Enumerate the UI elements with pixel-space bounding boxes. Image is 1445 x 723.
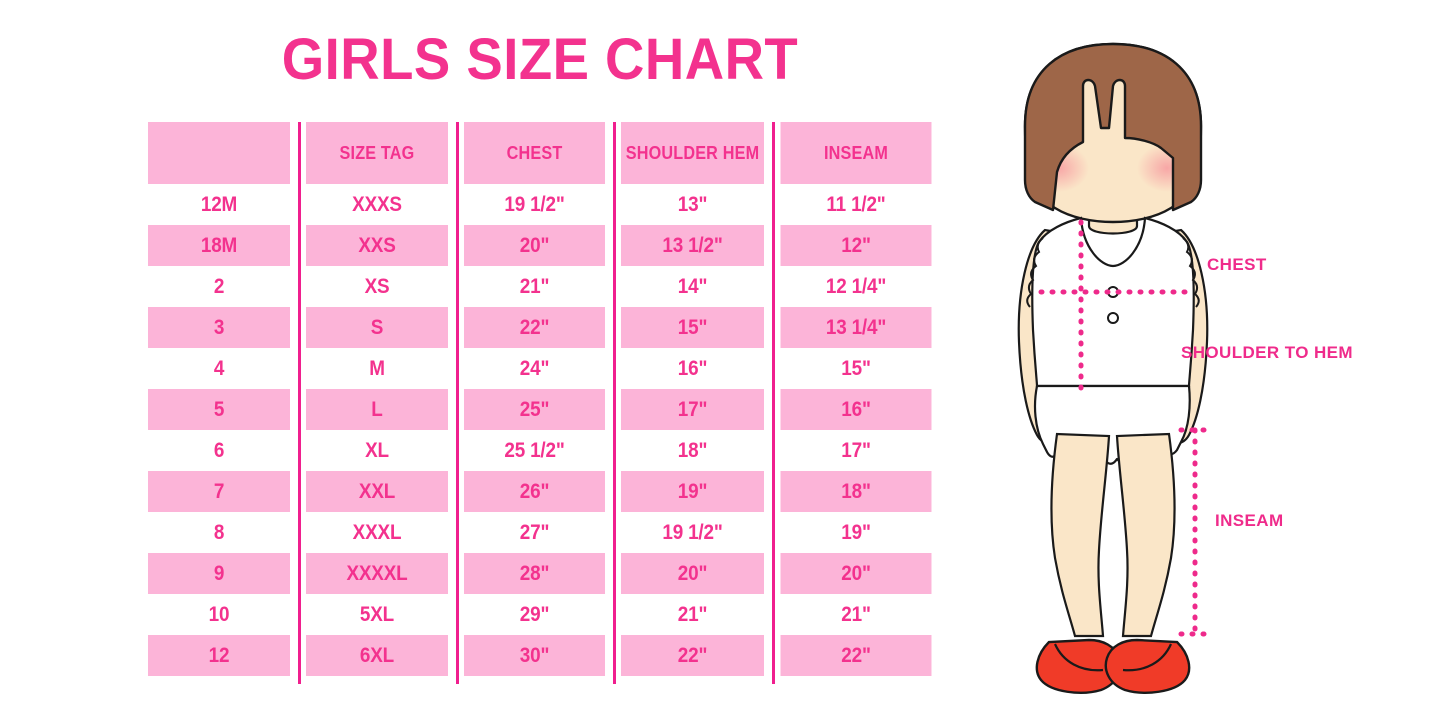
column-header-shoulder-hem: SHOULDER HEM bbox=[620, 122, 765, 184]
column-header-size-tag: SIZE TAG bbox=[305, 122, 449, 184]
table-header-row: SIZE TAG CHEST SHOULDER HEM INSEAM bbox=[140, 122, 940, 184]
table-row: 4 M 24" 16" 15" bbox=[140, 348, 940, 389]
cell-inseam: 19" bbox=[780, 512, 932, 553]
table-row: 6 XL 25 1/2" 18" 17" bbox=[140, 430, 940, 471]
table-header: SIZE TAG CHEST SHOULDER HEM INSEAM bbox=[140, 122, 940, 184]
cell-age: 4 bbox=[147, 348, 291, 389]
cell-shoulder-hem: 17" bbox=[620, 389, 765, 430]
cell-inseam: 21" bbox=[780, 594, 932, 635]
cell-age: 6 bbox=[147, 430, 291, 471]
column-divider-3 bbox=[613, 122, 616, 684]
cell-chest: 21" bbox=[463, 266, 606, 307]
cell-chest: 20" bbox=[463, 225, 606, 266]
cell-size-tag: S bbox=[305, 307, 449, 348]
column-header-chest: CHEST bbox=[463, 122, 606, 184]
cell-size-tag: L bbox=[305, 389, 449, 430]
cell-size-tag: XXXXL bbox=[305, 553, 449, 594]
cell-inseam: 15" bbox=[780, 348, 932, 389]
measurement-guides bbox=[1038, 219, 1212, 637]
cell-shoulder-hem: 15" bbox=[620, 307, 765, 348]
cell-chest: 27" bbox=[463, 512, 606, 553]
cell-age: 8 bbox=[147, 512, 291, 553]
cell-size-tag: 6XL bbox=[305, 635, 449, 676]
page-title: GIRLS SIZE CHART bbox=[281, 27, 799, 92]
cell-chest: 26" bbox=[463, 471, 606, 512]
table-row: 2 XS 21" 14" 12 1/4" bbox=[140, 266, 940, 307]
cell-chest: 19 1/2" bbox=[463, 184, 606, 225]
table-row: 12 6XL 30" 22" 22" bbox=[140, 635, 940, 676]
column-header-age bbox=[147, 122, 291, 184]
cell-size-tag: XXS bbox=[305, 225, 449, 266]
cell-shoulder-hem: 18" bbox=[620, 430, 765, 471]
cell-inseam: 12" bbox=[780, 225, 932, 266]
button-bottom bbox=[1107, 312, 1119, 324]
cell-size-tag: M bbox=[305, 348, 449, 389]
column-divider-2 bbox=[456, 122, 459, 684]
head bbox=[1023, 42, 1203, 224]
cell-age: 12 bbox=[147, 635, 291, 676]
label-shoulder-to-hem: SHOULDER TO HEM bbox=[1181, 343, 1353, 362]
cell-inseam: 13 1/4" bbox=[780, 307, 932, 348]
cell-chest: 25 1/2" bbox=[463, 430, 606, 471]
girl-figure-svg bbox=[1017, 42, 1212, 694]
cell-shoulder-hem: 16" bbox=[620, 348, 765, 389]
cell-shoulder-hem: 13" bbox=[620, 184, 765, 225]
cell-age: 10 bbox=[147, 594, 291, 635]
hair bbox=[1023, 42, 1203, 212]
shoes bbox=[1035, 638, 1191, 694]
table-row: 12M XXXS 19 1/2" 13" 11 1/2" bbox=[140, 184, 940, 225]
column-divider-1 bbox=[298, 122, 301, 684]
cell-size-tag: XL bbox=[305, 430, 449, 471]
legs bbox=[1050, 432, 1176, 638]
table-row: 18M XXS 20" 13 1/2" 12" bbox=[140, 225, 940, 266]
cell-age: 5 bbox=[147, 389, 291, 430]
cell-shoulder-hem: 22" bbox=[620, 635, 765, 676]
cell-age: 9 bbox=[147, 553, 291, 594]
table-row: 3 S 22" 15" 13 1/4" bbox=[140, 307, 940, 348]
label-inseam: INSEAM bbox=[1215, 511, 1284, 530]
cell-age: 7 bbox=[147, 471, 291, 512]
cell-shoulder-hem: 14" bbox=[620, 266, 765, 307]
cell-chest: 25" bbox=[463, 389, 606, 430]
cell-age: 18M bbox=[147, 225, 291, 266]
cell-shoulder-hem: 19" bbox=[620, 471, 765, 512]
cell-inseam: 11 1/2" bbox=[780, 184, 932, 225]
cell-age: 2 bbox=[147, 266, 291, 307]
size-chart-table: SIZE TAG CHEST SHOULDER HEM INSEAM 12M XX… bbox=[140, 122, 940, 676]
table-row: 7 XXL 26" 19" 18" bbox=[140, 471, 940, 512]
cell-inseam: 20" bbox=[780, 553, 932, 594]
cell-chest: 30" bbox=[463, 635, 606, 676]
cell-size-tag: XXXS bbox=[305, 184, 449, 225]
cell-chest: 28" bbox=[463, 553, 606, 594]
cell-size-tag: XXXL bbox=[305, 512, 449, 553]
girl-figure-illustration: CHEST SHOULDER TO HEM INSEAM bbox=[985, 30, 1445, 710]
cell-chest: 22" bbox=[463, 307, 606, 348]
table-row: 9 XXXXL 28" 20" 20" bbox=[140, 553, 940, 594]
cell-size-tag: XS bbox=[305, 266, 449, 307]
table-body: 12M XXXS 19 1/2" 13" 11 1/2" 18M XXS 20" 13 1/2"… bbox=[140, 184, 940, 676]
blouse-top bbox=[1026, 216, 1200, 388]
table-row: 10 5XL 29" 21" 21" bbox=[140, 594, 940, 635]
cell-shoulder-hem: 13 1/2" bbox=[620, 225, 765, 266]
cell-inseam: 18" bbox=[780, 471, 932, 512]
table-row: 5 L 25" 17" 16" bbox=[140, 389, 940, 430]
cell-shoulder-hem: 21" bbox=[620, 594, 765, 635]
cell-shoulder-hem: 20" bbox=[620, 553, 765, 594]
column-header-inseam: INSEAM bbox=[780, 122, 932, 184]
cell-inseam: 16" bbox=[780, 389, 932, 430]
cell-shoulder-hem: 19 1/2" bbox=[620, 512, 765, 553]
cell-inseam: 17" bbox=[780, 430, 932, 471]
cell-size-tag: XXL bbox=[305, 471, 449, 512]
cell-size-tag: 5XL bbox=[305, 594, 449, 635]
cell-age: 12M bbox=[147, 184, 291, 225]
column-divider-4 bbox=[772, 122, 775, 684]
cell-chest: 29" bbox=[463, 594, 606, 635]
table-row: 8 XXXL 27" 19 1/2" 19" bbox=[140, 512, 940, 553]
label-chest: CHEST bbox=[1207, 255, 1267, 274]
cell-chest: 24" bbox=[463, 348, 606, 389]
cell-inseam: 12 1/4" bbox=[780, 266, 932, 307]
cell-age: 3 bbox=[147, 307, 291, 348]
cell-inseam: 22" bbox=[780, 635, 932, 676]
